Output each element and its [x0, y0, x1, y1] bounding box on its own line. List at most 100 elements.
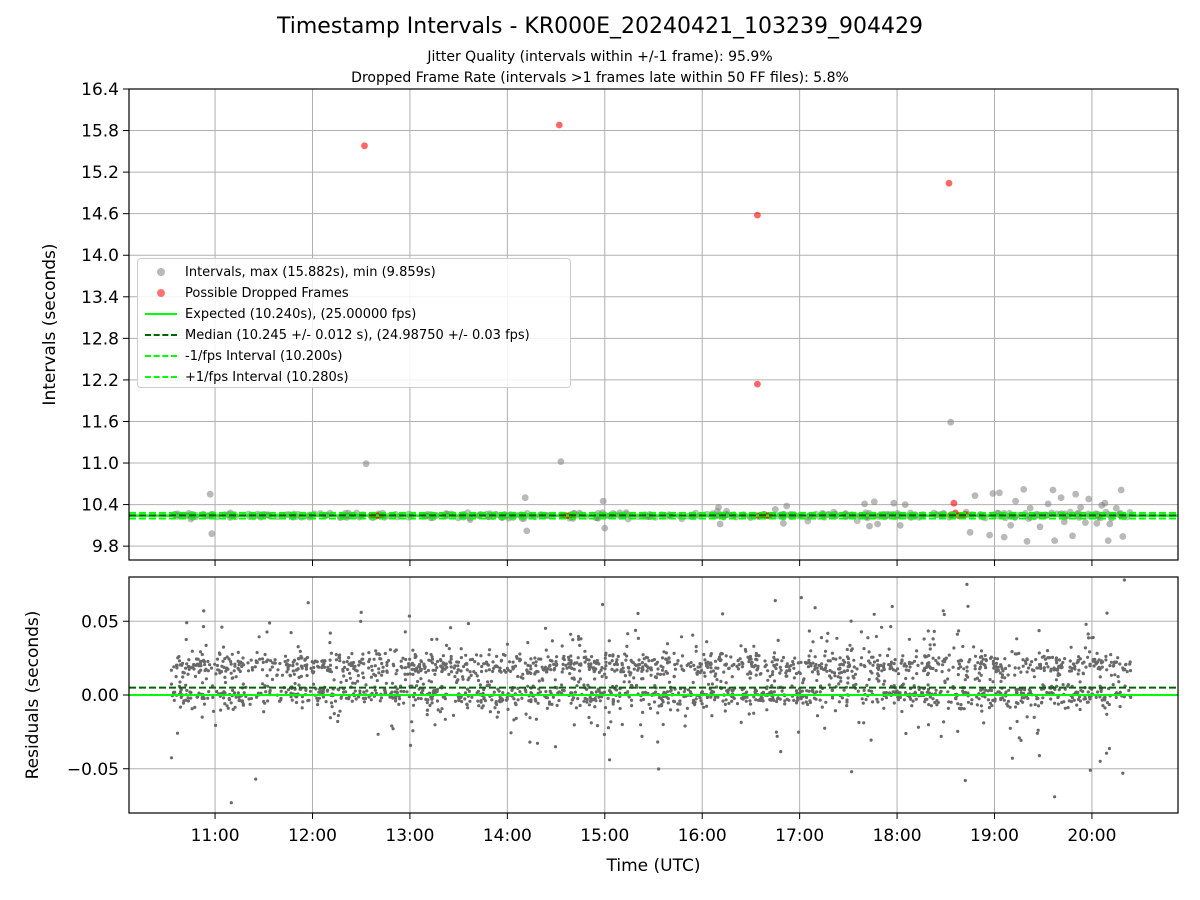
residual-point	[979, 688, 983, 692]
residual-point	[995, 657, 1000, 661]
residual-point	[518, 690, 522, 694]
residual-point	[600, 674, 604, 679]
residual-point	[390, 724, 394, 728]
residual-point	[1050, 655, 1055, 660]
residual-point	[283, 654, 288, 658]
residual-point	[503, 653, 507, 658]
residual-point	[505, 666, 509, 671]
residual-point	[600, 666, 604, 670]
residual-point	[190, 649, 194, 653]
residual-point	[988, 701, 993, 705]
residual-point	[691, 680, 695, 685]
residual-point	[557, 698, 561, 703]
residual-point	[1121, 666, 1125, 670]
residual-point	[932, 629, 936, 634]
residual-point	[610, 659, 614, 663]
residual-point	[334, 658, 338, 662]
residual-point	[416, 696, 420, 701]
residual-point	[223, 691, 227, 695]
residual-point	[810, 670, 815, 674]
residual-point	[1067, 699, 1071, 703]
residual-point	[882, 662, 886, 666]
residual-point	[443, 717, 447, 721]
residual-point	[509, 731, 513, 735]
residual-point	[862, 721, 866, 725]
residual-point	[504, 698, 509, 702]
residual-point	[662, 650, 666, 654]
legend-label-expected: Expected (10.240s), (25.00000 fps)	[185, 306, 417, 322]
residual-point	[200, 715, 204, 719]
residual-point	[441, 695, 445, 699]
residual-point	[241, 682, 245, 686]
residual-point	[783, 699, 787, 703]
residual-point	[892, 662, 896, 666]
residual-point	[404, 657, 408, 662]
residual-point	[338, 709, 342, 713]
residual-point	[1032, 715, 1036, 720]
residual-point	[944, 656, 948, 660]
residual-point	[560, 644, 564, 648]
residual-point	[386, 658, 391, 663]
residual-point	[199, 664, 203, 668]
residual-point	[221, 659, 225, 663]
residual-point	[931, 666, 935, 671]
residual-point	[804, 700, 808, 704]
residual-point	[528, 716, 532, 720]
residual-point	[616, 699, 620, 703]
residual-point	[311, 682, 316, 686]
residual-point	[996, 690, 1000, 694]
residual-point	[599, 668, 603, 672]
residual-point	[1071, 662, 1075, 666]
residual-point	[641, 710, 645, 715]
residual-point	[955, 632, 960, 636]
residual-point	[934, 688, 938, 692]
residual-point	[774, 666, 778, 671]
residual-point	[946, 677, 950, 681]
residual-point	[636, 636, 641, 641]
residual-point	[278, 661, 282, 666]
residual-point	[172, 665, 176, 669]
residual-point	[315, 696, 319, 700]
residual-point	[931, 656, 935, 660]
residual-point	[678, 699, 682, 703]
residual-point	[887, 647, 891, 651]
residual-point	[653, 675, 658, 679]
residual-point	[1017, 736, 1021, 740]
residual-point	[512, 718, 516, 722]
residual-point	[406, 665, 410, 669]
residual-point	[375, 652, 379, 656]
residual-point	[300, 656, 304, 660]
residual-point	[388, 648, 392, 652]
residual-point	[589, 721, 593, 725]
residual-point	[1075, 703, 1079, 707]
residual-point	[715, 678, 719, 682]
residual-point	[808, 699, 812, 703]
residual-point	[431, 668, 435, 672]
chart-title: Timestamp Intervals - KR000E_20240421_10…	[277, 14, 923, 39]
residual-point	[206, 696, 210, 700]
residual-point	[416, 679, 420, 684]
residual-point	[391, 727, 395, 731]
y-axis-label: Residuals (seconds)	[23, 611, 43, 780]
residual-point	[966, 675, 970, 679]
residual-point	[225, 666, 229, 670]
residual-point	[607, 639, 611, 643]
residual-point	[1037, 651, 1041, 655]
residual-point	[294, 700, 299, 705]
residual-point	[1007, 688, 1011, 692]
residual-point	[211, 709, 216, 714]
residual-point	[1000, 673, 1005, 677]
residual-point	[856, 689, 860, 693]
residual-point	[640, 661, 645, 665]
residual-point	[295, 662, 299, 666]
x-tick-label: 19:00	[970, 826, 1019, 846]
residual-point	[792, 698, 796, 703]
residual-point	[225, 655, 229, 659]
residual-point	[655, 660, 660, 664]
residual-point	[198, 650, 203, 654]
residual-point	[187, 667, 191, 672]
residual-point	[773, 599, 777, 603]
residual-point	[1127, 688, 1131, 693]
residual-point	[830, 670, 834, 674]
residual-point	[195, 662, 200, 666]
